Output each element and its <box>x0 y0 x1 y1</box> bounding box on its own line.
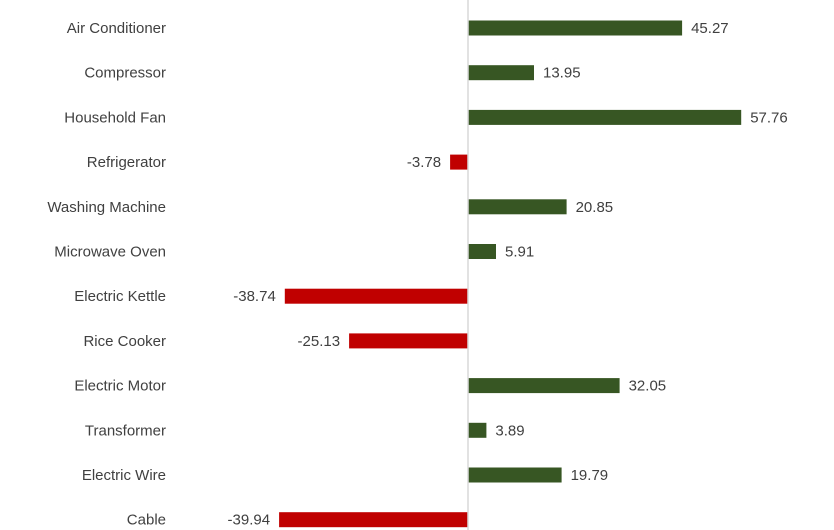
value-label-transformer: 3.89 <box>495 422 524 439</box>
value-label-electric-kettle: -38.74 <box>233 288 276 305</box>
bar-household-fan <box>468 110 741 125</box>
bar-refrigerator <box>450 155 468 170</box>
bar-electric-kettle <box>285 289 468 304</box>
value-label-electric-motor: 32.05 <box>629 378 667 395</box>
bars-layer <box>279 21 741 528</box>
category-label-electric-motor: Electric Motor <box>74 378 166 395</box>
bar-transformer <box>468 423 486 438</box>
category-label-air-conditioner: Air Conditioner <box>67 20 166 37</box>
value-label-cable: -39.94 <box>228 512 271 529</box>
value-label-electric-wire: 19.79 <box>571 467 609 484</box>
value-label-compressor: 13.95 <box>543 65 581 82</box>
category-label-household-fan: Household Fan <box>64 109 166 126</box>
category-label-transformer: Transformer <box>85 422 166 439</box>
bar-microwave-oven <box>468 244 496 259</box>
category-label-microwave-oven: Microwave Oven <box>54 244 166 261</box>
bar-cable <box>279 512 468 527</box>
value-label-household-fan: 57.76 <box>750 109 788 126</box>
value-label-refrigerator: -3.78 <box>407 154 441 171</box>
labels-layer: Air Conditioner 45.27 Compressor 13.95 House… <box>47 20 787 529</box>
value-label-air-conditioner: 45.27 <box>691 20 729 37</box>
category-label-rice-cooker: Rice Cooker <box>83 333 166 350</box>
category-label-refrigerator: Refrigerator <box>87 154 166 171</box>
value-label-washing-machine: 20.85 <box>576 199 614 216</box>
value-label-rice-cooker: -25.13 <box>298 333 341 350</box>
category-label-cable: Cable <box>127 512 166 529</box>
bar-air-conditioner <box>468 21 682 36</box>
category-label-washing-machine: Washing Machine <box>47 199 166 216</box>
bar-washing-machine <box>468 199 567 214</box>
value-label-microwave-oven: 5.91 <box>505 244 534 261</box>
bar-compressor <box>468 65 534 80</box>
category-label-electric-kettle: Electric Kettle <box>74 288 166 305</box>
category-label-electric-wire: Electric Wire <box>82 467 166 484</box>
bar-electric-motor <box>468 378 620 393</box>
category-label-compressor: Compressor <box>84 65 166 82</box>
bar-rice-cooker <box>349 333 468 348</box>
bar-electric-wire <box>468 468 562 483</box>
